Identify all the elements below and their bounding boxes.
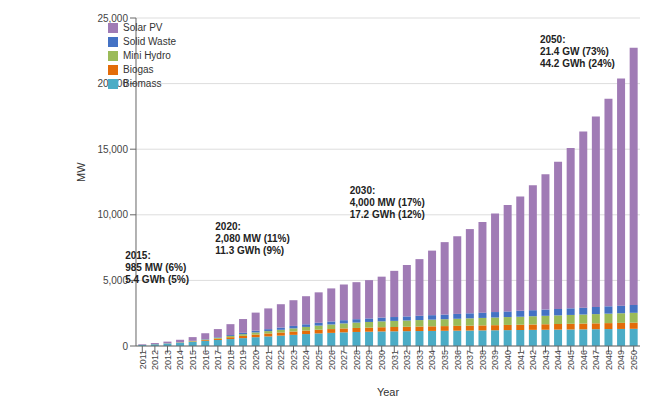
svg-text:2037: 2037 bbox=[465, 350, 475, 370]
svg-text:2041: 2041 bbox=[516, 350, 526, 370]
html-text:Mini Hydro: Mini Hydro bbox=[123, 50, 171, 61]
svg-text:2018: 2018 bbox=[226, 350, 236, 370]
svg-text:2024: 2024 bbox=[301, 350, 311, 370]
svg-text:2012: 2012 bbox=[150, 350, 160, 370]
html-text:Biogas: Biogas bbox=[123, 64, 154, 75]
svg-text:2042: 2042 bbox=[528, 350, 538, 370]
svg-text:2019: 2019 bbox=[238, 350, 248, 370]
svg-text:2020: 2020 bbox=[251, 350, 261, 370]
svg-text:2044: 2044 bbox=[553, 350, 563, 370]
svg-text:15,000: 15,000 bbox=[97, 144, 128, 155]
svg-text:MW: MW bbox=[75, 162, 87, 182]
svg-text:20,000: 20,000 bbox=[97, 78, 128, 89]
svg-text:2016: 2016 bbox=[201, 350, 211, 370]
svg-text:25,000: 25,000 bbox=[97, 13, 128, 24]
svg-text:Year: Year bbox=[377, 386, 400, 398]
html-text:Solid Waste: Solid Waste bbox=[123, 36, 176, 47]
svg-text:2022: 2022 bbox=[276, 350, 286, 370]
svg-text:2038: 2038 bbox=[478, 350, 488, 370]
svg-text:2015: 2015 bbox=[188, 350, 198, 370]
svg-text:2036: 2036 bbox=[453, 350, 463, 370]
svg-text:2046: 2046 bbox=[579, 350, 589, 370]
svg-text:2050: 2050 bbox=[629, 350, 639, 370]
svg-text:2047: 2047 bbox=[591, 350, 601, 370]
svg-text:2028: 2028 bbox=[352, 350, 362, 370]
svg-text:2035: 2035 bbox=[440, 350, 450, 370]
svg-text:2029: 2029 bbox=[364, 350, 374, 370]
svg-text:2045: 2045 bbox=[566, 350, 576, 370]
svg-text:2049: 2049 bbox=[616, 350, 626, 370]
svg-text:5,000: 5,000 bbox=[103, 275, 128, 286]
html-text:Biomass: Biomass bbox=[123, 78, 162, 89]
svg-text:2027: 2027 bbox=[339, 350, 349, 370]
html-text:2050: 21.4 GW (73%) 44.2 GWh (: 2050: 21.4 GW (73%) 44.2 GWh (24%) bbox=[539, 34, 615, 70]
html-text:2020: 2,080 MW (11%) 11.3 GWh: 2020: 2,080 MW (11%) 11.3 GWh (9%) bbox=[215, 220, 290, 256]
svg-text:2032: 2032 bbox=[402, 350, 412, 370]
svg-text:2043: 2043 bbox=[541, 350, 551, 370]
svg-text:2021: 2021 bbox=[264, 350, 274, 370]
svg-text:2033: 2033 bbox=[415, 350, 425, 370]
svg-text:2026: 2026 bbox=[327, 350, 337, 370]
svg-text:2011: 2011 bbox=[138, 350, 148, 369]
svg-text:2025: 2025 bbox=[314, 350, 324, 370]
svg-text:2030: 2030 bbox=[377, 350, 387, 370]
html-text:2015: 985 MW (6%) 5.4 GWh (5%): 2015: 985 MW (6%) 5.4 GWh (5%) bbox=[125, 249, 190, 285]
svg-text:2031: 2031 bbox=[390, 350, 400, 370]
svg-text:2014: 2014 bbox=[175, 350, 185, 370]
svg-text:2017: 2017 bbox=[213, 350, 223, 370]
html-text:Solar PV: Solar PV bbox=[123, 22, 163, 33]
svg-text:2040: 2040 bbox=[503, 350, 513, 370]
svg-text:10,000: 10,000 bbox=[97, 209, 128, 220]
svg-text:2023: 2023 bbox=[289, 350, 299, 370]
svg-text:2034: 2034 bbox=[427, 350, 437, 370]
svg-text:0: 0 bbox=[122, 341, 128, 352]
html-text:2030: 4,000 MW (17%) 17.2 GWh: 2030: 4,000 MW (17%) 17.2 GWh (12%) bbox=[349, 185, 425, 221]
svg-text:2048: 2048 bbox=[604, 350, 614, 370]
svg-text:2039: 2039 bbox=[490, 350, 500, 370]
svg-text:2013: 2013 bbox=[163, 350, 173, 370]
